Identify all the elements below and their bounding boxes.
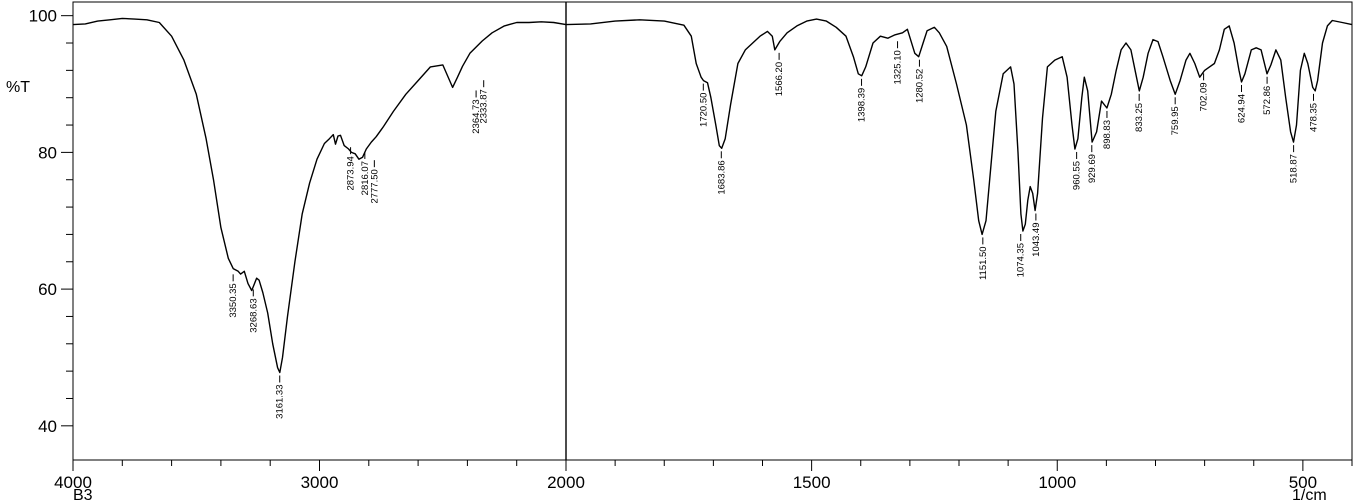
peak-label: 833.25 (1134, 103, 1145, 132)
peak-label: 898.83 (1102, 120, 1113, 149)
peak-label: 1074.35 (1016, 243, 1027, 277)
peak-annotations: 3350.35 3268.63 3161.33 2873.94 2816.072777.… (228, 41, 1320, 419)
spectrum-line (72, 17, 1353, 374)
peak-label: 478.35 (1309, 103, 1320, 132)
peak-label: 1398.39 (857, 88, 868, 122)
y-axis-label: %T (6, 79, 30, 96)
peak-label: 2777.50 (369, 169, 380, 203)
x-tick-label: 3000 (301, 473, 339, 492)
x-tick-label: 4000 (54, 473, 92, 492)
x-axis-unit: 1/cm (1292, 487, 1327, 503)
peak-label: 2816.07 (360, 161, 371, 195)
peak-label: 2333.87 (479, 89, 490, 123)
x-tick-label: 2000 (547, 473, 585, 492)
peak-label: 3268.63 (248, 298, 259, 332)
peak-label: 759.95 (1170, 106, 1181, 135)
x-tick-label: 1500 (793, 473, 831, 492)
x-tick-label: 500 (1289, 473, 1317, 492)
peak-label: 3350.35 (228, 283, 239, 317)
peak-label: 929.69 (1087, 154, 1098, 183)
y-tick-label: 100 (29, 7, 57, 26)
plot-border (72, 1, 1353, 461)
peak-label: 1280.52 (914, 69, 925, 103)
peak-label: 1566.20 (774, 62, 785, 96)
y-tick-label: 40 (38, 417, 57, 436)
peak-label: 960.55 (1072, 161, 1083, 190)
peak-label: 1720.50 (698, 93, 709, 127)
plot-frame (72, 1, 1353, 461)
peak-label: 518.87 (1289, 154, 1300, 183)
y-tick-label: 80 (38, 143, 57, 162)
peak-label: 2873.94 (346, 156, 357, 190)
spectrum-series (72, 17, 1353, 374)
y-tick-label: 60 (38, 280, 57, 299)
axis-ticks: 40 60 80 100 4000 3000 2000 1500 1000 500 (29, 7, 1353, 492)
peak-label: 572.86 (1262, 86, 1273, 115)
peak-label: 702.09 (1199, 82, 1210, 111)
peak-label: 1325.10 (893, 50, 904, 84)
peak-label: 1683.86 (716, 160, 727, 194)
sample-label: B3 (73, 487, 93, 503)
x-tick-label: 1000 (1038, 473, 1076, 492)
peak-label: 1151.50 (978, 246, 989, 280)
peak-label: 2364.73 (471, 99, 482, 133)
peak-label: 3161.33 (275, 385, 286, 419)
peak-label: 1043.49 (1031, 223, 1042, 257)
peak-label: 624.94 (1237, 94, 1248, 123)
